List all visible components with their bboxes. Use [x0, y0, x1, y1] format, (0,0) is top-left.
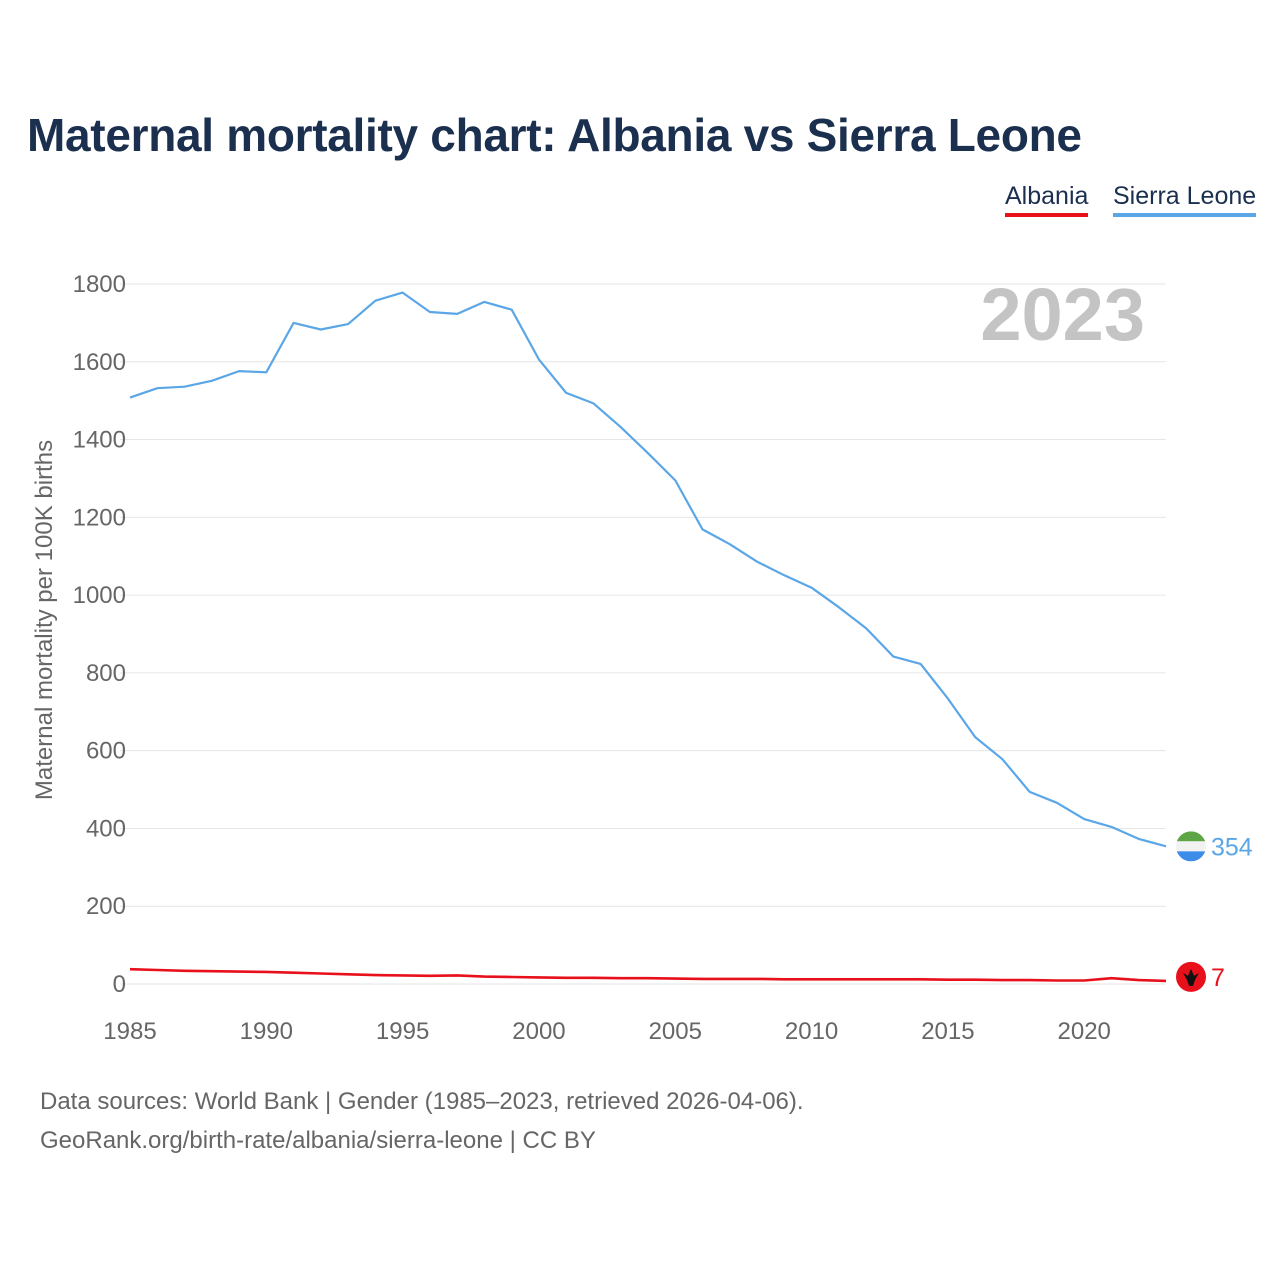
- y-tick-label: 1600: [73, 349, 126, 376]
- x-tick-label: 1995: [376, 1018, 429, 1045]
- y-tick-label: 800: [86, 660, 126, 687]
- y-tick-label: 1200: [73, 504, 126, 531]
- footer-link[interactable]: GeoRank.org/birth-rate/albania/sierra-le…: [40, 1127, 596, 1154]
- year-watermark: 2023: [980, 273, 1145, 356]
- y-tick-label: 1800: [73, 271, 126, 298]
- series-line-sierra-leone[interactable]: [129, 291, 1167, 848]
- footer-source: Data sources: World Bank | Gender (1985–…: [40, 1088, 804, 1115]
- x-tick-label: 2020: [1058, 1018, 1111, 1045]
- albania-flag-icon: [1176, 961, 1206, 992]
- x-tick-label: 2005: [649, 1018, 702, 1045]
- legend-item-sierra-leone[interactable]: Sierra Leone: [1113, 182, 1257, 217]
- y-axis-label: Maternal mortality per 100K births: [31, 440, 58, 800]
- y-tick-label: 200: [86, 893, 126, 920]
- end-value-albania: 7: [1211, 964, 1225, 992]
- sierra-leone-flag-icon: [1176, 831, 1206, 862]
- series-line-albania[interactable]: [129, 967, 1167, 983]
- x-tick-label: 2015: [921, 1018, 974, 1045]
- end-value-sierra-leone: 354: [1211, 833, 1253, 861]
- x-tick-label: 2010: [785, 1018, 838, 1045]
- y-tick-label: 1000: [73, 582, 126, 609]
- x-tick-label: 1985: [103, 1018, 156, 1045]
- x-tick-label: 1990: [240, 1018, 293, 1045]
- legend-item-albania[interactable]: Albania: [1005, 182, 1089, 217]
- x-tick-label: 2000: [512, 1018, 565, 1045]
- y-tick-label: 600: [86, 738, 126, 765]
- y-tick-label: 1400: [73, 427, 126, 454]
- y-tick-label: 0: [113, 971, 126, 998]
- chart-title: Maternal mortality chart: Albania vs Sie…: [27, 109, 1082, 161]
- y-tick-label: 400: [86, 815, 126, 842]
